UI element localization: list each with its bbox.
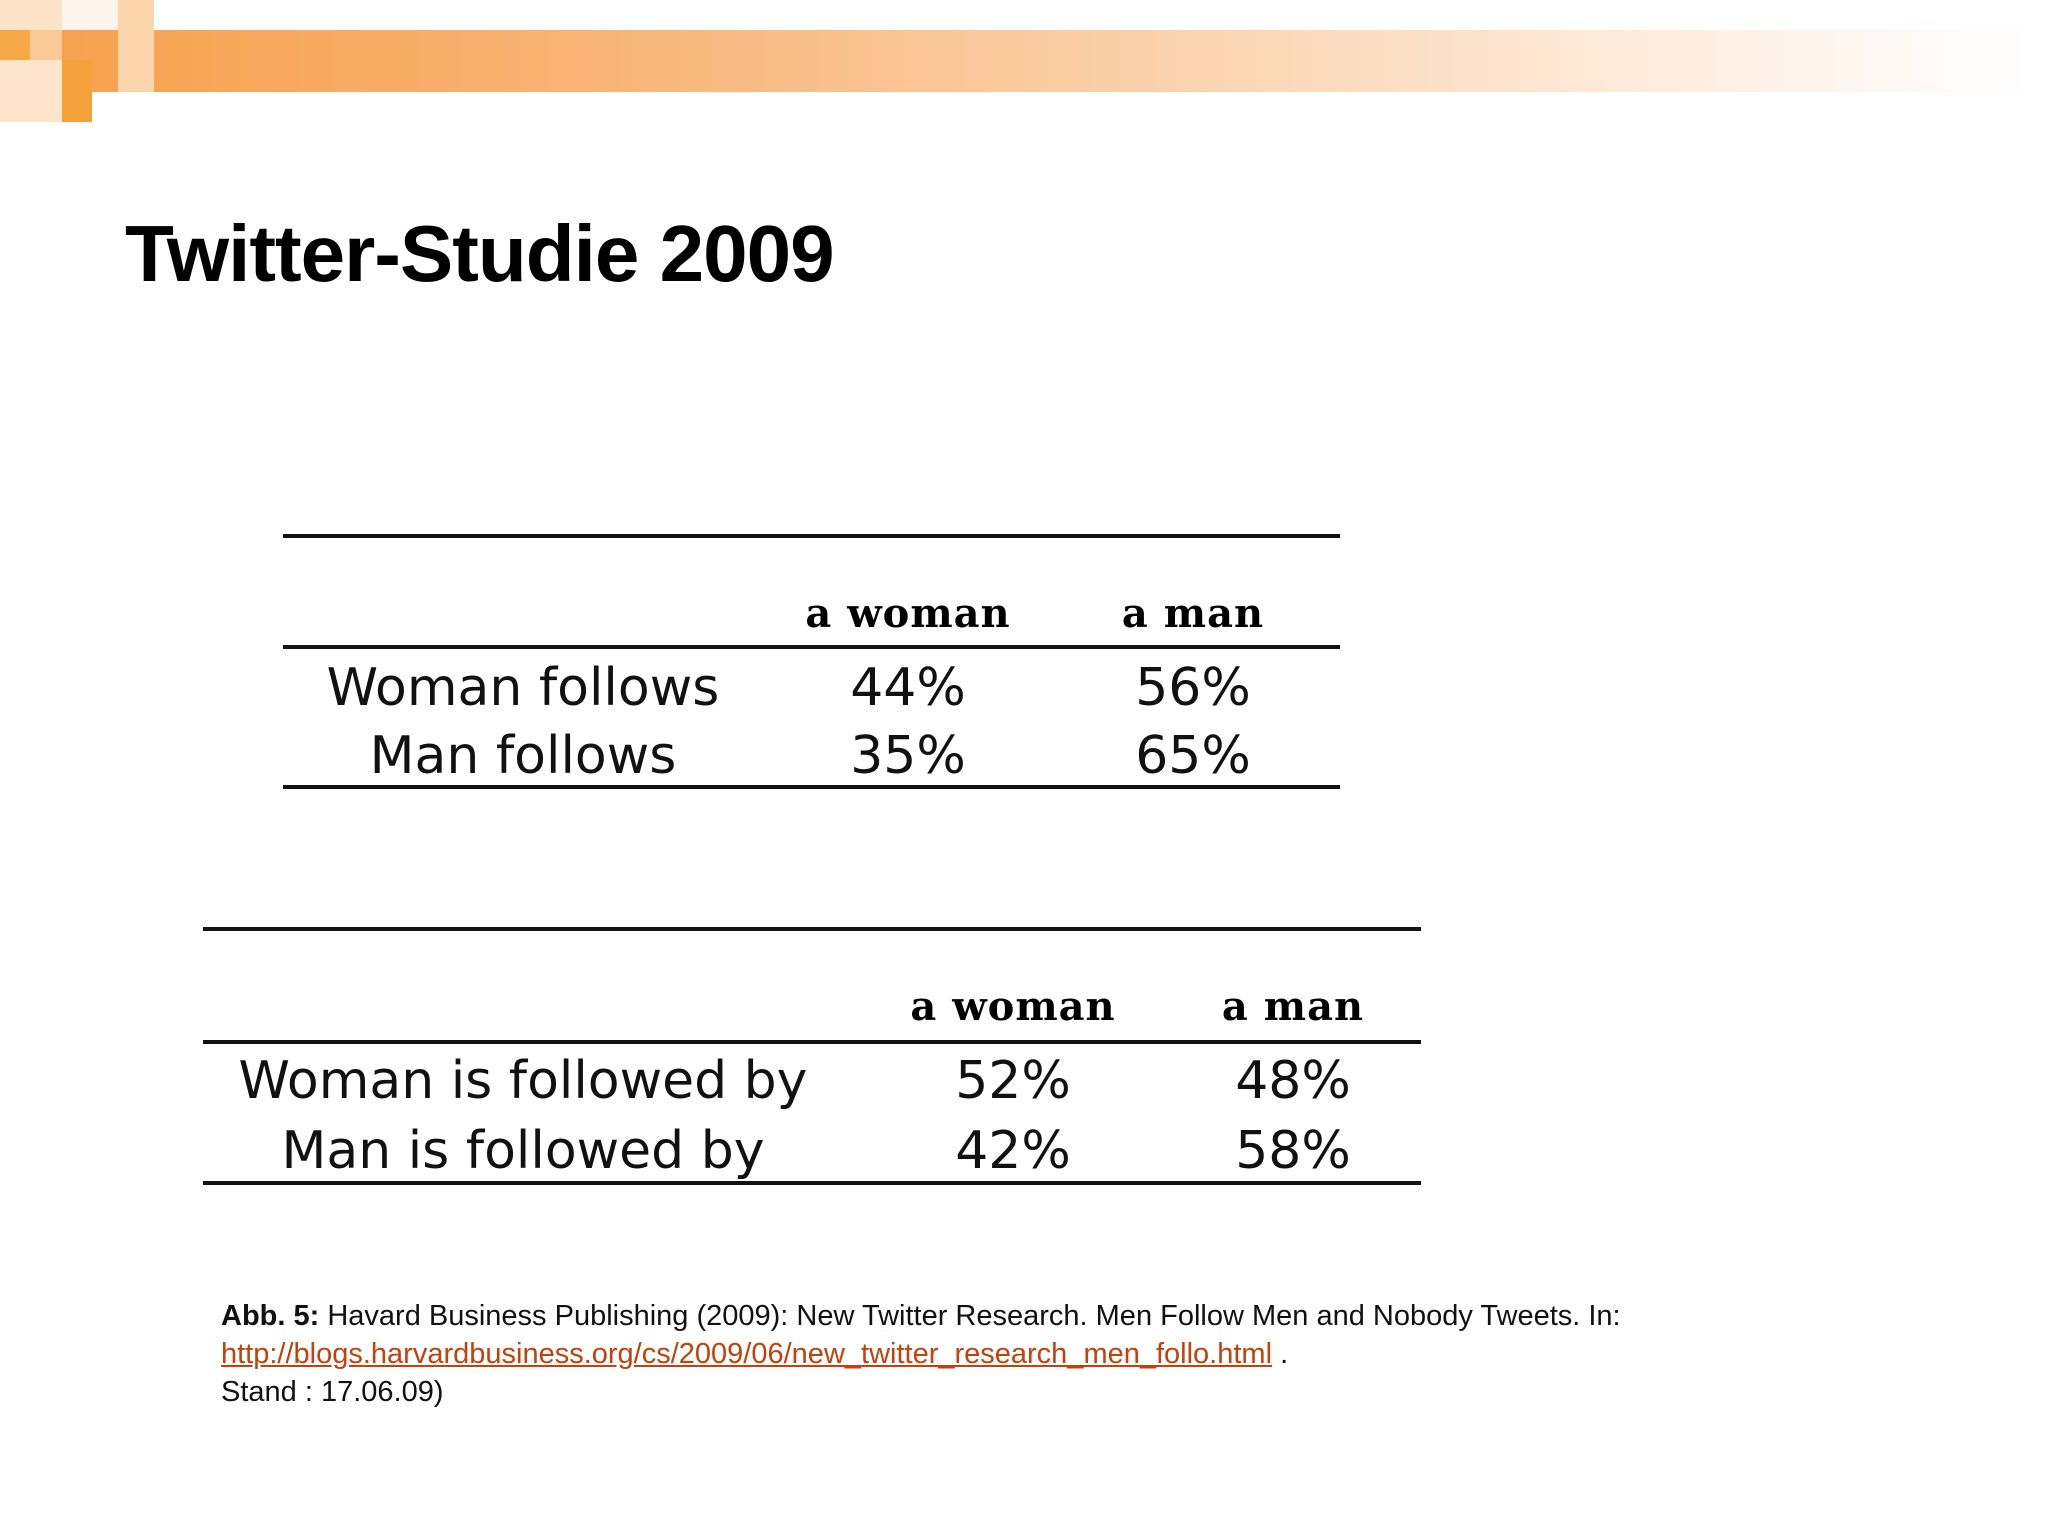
column-header-woman: a woman [910, 983, 1116, 1030]
page-title: Twitter-Studie 2009 [125, 209, 835, 298]
caption-label: Abb. 5: [221, 1300, 320, 1332]
row-label: Man is followed by [281, 1121, 765, 1181]
row-label: Woman is followed by [238, 1051, 808, 1111]
table-rule-bottom [283, 785, 1340, 789]
table-cell: 48% [1235, 1051, 1351, 1111]
table-rule-header [203, 1040, 1421, 1044]
caption-text-end: . [1272, 1338, 1289, 1370]
table-rule-header [283, 645, 1340, 649]
table-cell: 65% [1135, 726, 1251, 786]
follows-table: a woman a man Woman follows 44% 56% Man … [283, 534, 1340, 794]
decoration-square [0, 60, 62, 122]
table-rule-top [283, 534, 1340, 538]
source-link[interactable]: http://blogs.harvardbusiness.org/cs/2009… [221, 1338, 1273, 1370]
caption-text: Havard Business Publishing (2009): New T… [319, 1300, 1621, 1332]
decoration-square [0, 30, 30, 60]
figure-caption: Abb. 5: Havard Business Publishing (2009… [221, 1297, 1621, 1411]
table-cell: 42% [955, 1121, 1071, 1181]
followed-by-table: a woman a man Woman is followed by 52% 4… [203, 927, 1421, 1191]
decoration-square [0, 0, 62, 30]
column-header-man: a man [1121, 590, 1265, 637]
decoration-square [62, 60, 92, 122]
table-cell: 35% [850, 726, 966, 786]
table-rule-top [203, 927, 1421, 931]
column-header-man: a man [1221, 983, 1365, 1030]
row-label: Woman follows [326, 658, 720, 718]
row-label: Man follows [369, 726, 677, 786]
table-cell: 58% [1235, 1121, 1351, 1181]
table-cell: 52% [955, 1051, 1071, 1111]
table-cell: 56% [1135, 658, 1251, 718]
decoration-square [30, 30, 62, 60]
table-rule-bottom [203, 1181, 1421, 1185]
caption-stand-date: Stand : 17.06.09) [221, 1376, 444, 1408]
column-header-woman: a woman [805, 590, 1011, 637]
table-cell: 44% [850, 658, 966, 718]
decoration-square [118, 0, 154, 92]
header-decoration-band [0, 30, 2030, 92]
